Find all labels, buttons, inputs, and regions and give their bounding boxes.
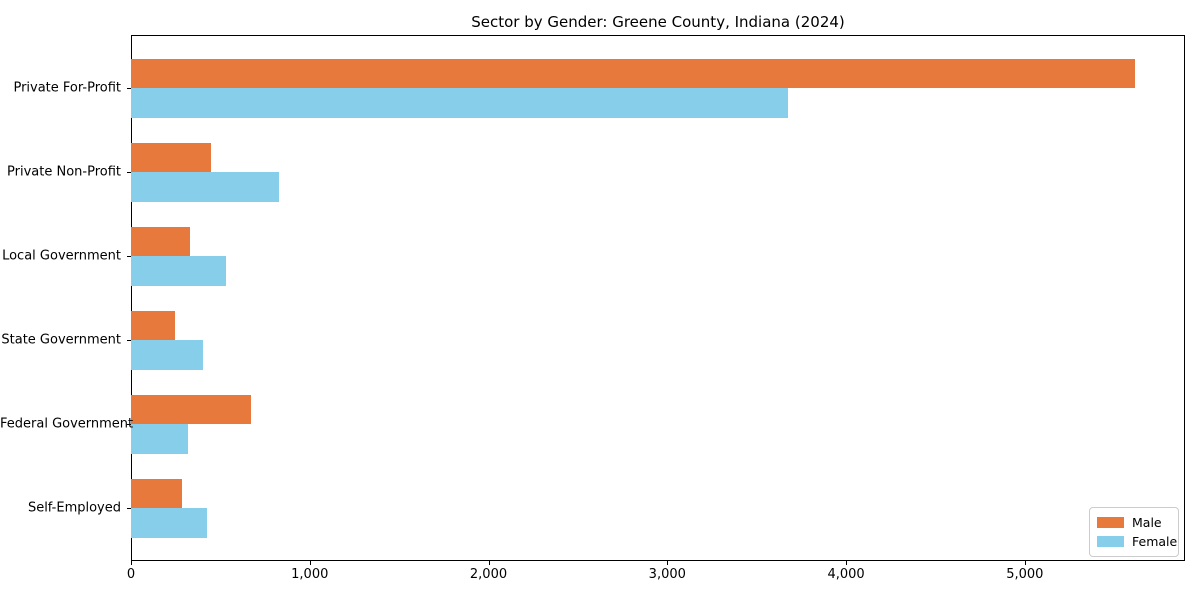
chart-title: Sector by Gender: Greene County, Indiana… bbox=[471, 13, 845, 31]
bar-male bbox=[131, 394, 251, 424]
x-axis-tick bbox=[846, 561, 848, 565]
y-axis-category-label: Self-Employed bbox=[27, 500, 121, 516]
plot-area bbox=[131, 35, 1185, 561]
bar-female bbox=[131, 256, 226, 286]
x-axis-tick bbox=[667, 561, 669, 565]
y-axis-tick bbox=[127, 256, 131, 257]
bar-female bbox=[131, 172, 280, 202]
x-axis-tick bbox=[309, 561, 311, 565]
y-axis-tick bbox=[127, 424, 131, 425]
bar-male bbox=[131, 142, 212, 172]
x-axis-tick-label: 0 bbox=[126, 567, 136, 582]
y-axis-tick bbox=[127, 508, 131, 509]
y-axis-tick bbox=[127, 340, 131, 341]
bar-male bbox=[131, 58, 1135, 88]
x-axis-tick-label: 5,000 bbox=[1006, 567, 1044, 582]
x-axis-tick-label: 4,000 bbox=[827, 567, 865, 582]
bar-male bbox=[131, 226, 190, 256]
legend-swatch-female bbox=[1097, 536, 1124, 547]
bar-female bbox=[131, 424, 189, 454]
legend-label-female: Female bbox=[1132, 534, 1178, 549]
bar-male bbox=[131, 478, 182, 508]
legend-row: Male bbox=[1097, 513, 1171, 532]
legend-row: Female bbox=[1097, 532, 1177, 551]
y-axis-tick bbox=[127, 172, 131, 173]
x-axis-tick-label: 3,000 bbox=[648, 567, 686, 582]
x-axis-tick bbox=[488, 561, 490, 565]
y-axis-category-label: Local Government bbox=[2, 248, 121, 264]
y-axis-tick bbox=[127, 88, 131, 89]
legend-label-male: Male bbox=[1132, 515, 1162, 530]
x-axis-tick bbox=[1024, 561, 1026, 565]
x-axis-tick-label: 1,000 bbox=[291, 567, 329, 582]
bar-male bbox=[131, 310, 175, 340]
bar-female bbox=[131, 340, 203, 370]
y-axis-category-label: State Government bbox=[1, 332, 121, 348]
bar-female bbox=[131, 88, 788, 118]
y-axis-category-label: Private For-Profit bbox=[13, 80, 121, 96]
x-axis-tick bbox=[131, 561, 132, 565]
y-axis-category-label: Federal Government bbox=[0, 416, 134, 432]
y-axis-category-label: Private Non-Profit bbox=[7, 164, 121, 180]
bar-female bbox=[131, 508, 207, 538]
x-axis-tick-label: 2,000 bbox=[469, 567, 508, 582]
legend-swatch-male bbox=[1097, 517, 1124, 528]
legend: Male Female bbox=[1089, 507, 1179, 557]
